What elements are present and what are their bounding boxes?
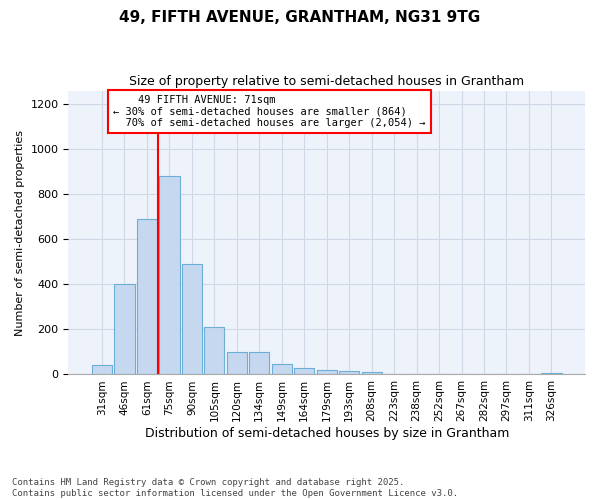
Bar xyxy=(92,366,112,374)
Bar xyxy=(249,352,269,374)
Y-axis label: Number of semi-detached properties: Number of semi-detached properties xyxy=(15,130,25,336)
X-axis label: Distribution of semi-detached houses by size in Grantham: Distribution of semi-detached houses by … xyxy=(145,427,509,440)
Bar xyxy=(339,371,359,374)
Title: Size of property relative to semi-detached houses in Grantham: Size of property relative to semi-detach… xyxy=(129,75,524,88)
Bar xyxy=(159,176,179,374)
Bar xyxy=(317,370,337,374)
Bar xyxy=(204,327,224,374)
Bar xyxy=(115,284,134,374)
Text: 49, FIFTH AVENUE, GRANTHAM, NG31 9TG: 49, FIFTH AVENUE, GRANTHAM, NG31 9TG xyxy=(119,10,481,25)
Bar xyxy=(294,368,314,374)
Bar xyxy=(272,364,292,374)
Text: Contains HM Land Registry data © Crown copyright and database right 2025.
Contai: Contains HM Land Registry data © Crown c… xyxy=(12,478,458,498)
Bar xyxy=(182,264,202,374)
Bar xyxy=(137,219,157,374)
Text: 49 FIFTH AVENUE: 71sqm
← 30% of semi-detached houses are smaller (864)
  70% of : 49 FIFTH AVENUE: 71sqm ← 30% of semi-det… xyxy=(113,95,426,128)
Bar xyxy=(362,372,382,374)
Bar xyxy=(227,352,247,374)
